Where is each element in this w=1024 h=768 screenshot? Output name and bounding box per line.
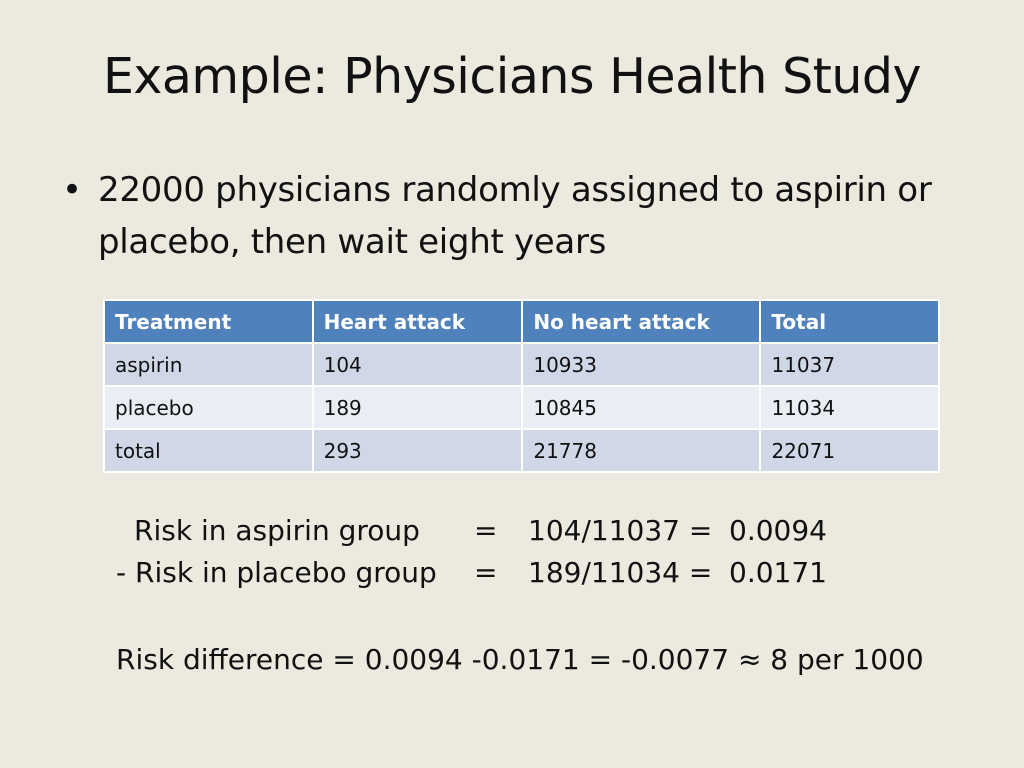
table-row: aspirin 104 10933 11037 <box>103 342 940 387</box>
table-header-row: Treatment Heart attack No heart attack T… <box>103 299 940 344</box>
calc-value-placebo: 0.0171 <box>729 556 827 589</box>
table-cell: placebo <box>103 385 314 430</box>
table-cell: 21778 <box>521 428 762 473</box>
table-cell: 22071 <box>759 428 940 473</box>
bullet-text: 22000 physicians randomly assigned to as… <box>98 170 932 262</box>
table-row: total 293 21778 22071 <box>103 428 940 473</box>
table-cell: aspirin <box>103 342 314 387</box>
table-header-cell: Heart attack <box>311 299 524 344</box>
table-cell: 10933 <box>521 342 762 387</box>
risk-difference-summary: Risk difference = 0.0094 -0.0171 = -0.00… <box>116 643 924 676</box>
table-cell: 11034 <box>759 385 940 430</box>
table-cell: 293 <box>311 428 524 473</box>
results-table: Treatment Heart attack No heart attack T… <box>103 299 940 473</box>
calc-equals: = <box>474 514 498 547</box>
table-row: placebo 189 10845 11034 <box>103 385 940 430</box>
calc-fraction-aspirin: 104/11037 = <box>528 514 713 547</box>
table-cell: 11037 <box>759 342 940 387</box>
table-header-cell: No heart attack <box>521 299 762 344</box>
table-cell: total <box>103 428 314 473</box>
bullet-icon: • <box>62 170 83 210</box>
calc-label-placebo: - Risk in placebo group <box>116 556 437 589</box>
table-cell: 10845 <box>521 385 762 430</box>
calc-label-aspirin: Risk in aspirin group <box>134 514 420 547</box>
table-cell: 104 <box>311 342 524 387</box>
table-header-cell: Treatment <box>103 299 314 344</box>
table-cell: 189 <box>311 385 524 430</box>
slide-title: Example: Physicians Health Study <box>102 48 922 105</box>
calc-fraction-placebo: 189/11034 = <box>528 556 713 589</box>
table-header-cell: Total <box>759 299 940 344</box>
calc-value-aspirin: 0.0094 <box>729 514 827 547</box>
calc-equals: = <box>474 556 498 589</box>
